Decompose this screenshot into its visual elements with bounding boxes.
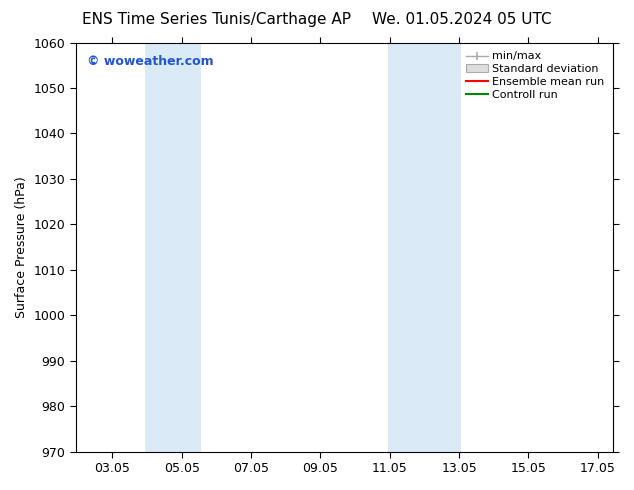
Text: ENS Time Series Tunis/Carthage AP: ENS Time Series Tunis/Carthage AP <box>82 12 351 27</box>
Text: We. 01.05.2024 05 UTC: We. 01.05.2024 05 UTC <box>372 12 552 27</box>
Text: © woweather.com: © woweather.com <box>87 55 213 68</box>
Legend: min/max, Standard deviation, Ensemble mean run, Controll run: min/max, Standard deviation, Ensemble me… <box>462 48 608 103</box>
Y-axis label: Surface Pressure (hPa): Surface Pressure (hPa) <box>15 176 28 318</box>
Bar <box>145 43 201 452</box>
Bar <box>388 43 461 452</box>
